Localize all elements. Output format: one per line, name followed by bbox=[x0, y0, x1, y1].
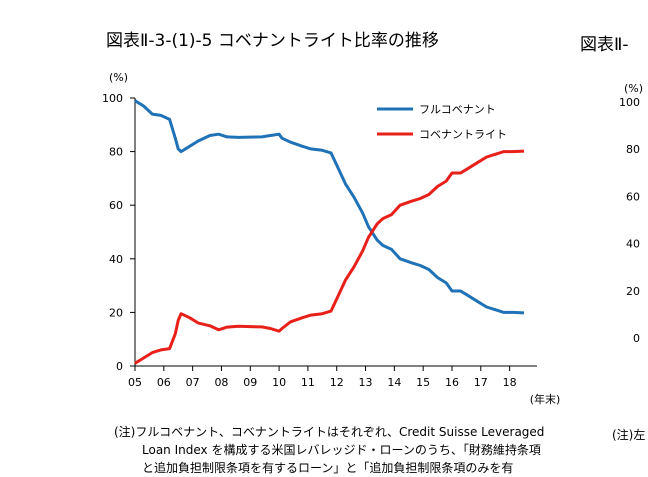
legend-label: フルコベナント bbox=[419, 103, 496, 116]
right-y-tick-label: 20 bbox=[626, 285, 640, 298]
footnote: (注)フルコベナント、コベナントライトはそれぞれ、Credit Suisse L… bbox=[114, 423, 584, 477]
y-tick-label: 60 bbox=[109, 199, 123, 212]
footnote-line-2: Loan Index を構成する米国レバレッジド・ローンのうち、「財務維持条項 bbox=[142, 443, 541, 457]
right-y-tick-label: 0 bbox=[633, 332, 640, 345]
x-tick-label: 11 bbox=[301, 376, 315, 389]
x-tick-label: 15 bbox=[416, 376, 430, 389]
y-axis-unit: (%) bbox=[109, 71, 128, 84]
y-tick-label: 0 bbox=[116, 360, 123, 373]
y-tick-label: 20 bbox=[109, 306, 123, 319]
right-chart-title: 図表Ⅱ- bbox=[580, 35, 629, 55]
footnote-line-1: (注)フルコベナント、コベナントライトはそれぞれ、Credit Suisse L… bbox=[114, 425, 545, 439]
right-chart-axes: 0 20 40 60 80 100(%) bbox=[619, 82, 643, 345]
right-y-tick-label: 100 bbox=[619, 96, 640, 109]
x-tick-label: 07 bbox=[186, 376, 200, 389]
x-tick-label: 08 bbox=[214, 376, 228, 389]
x-tick-label: 17 bbox=[474, 376, 488, 389]
x-tick-label: 10 bbox=[272, 376, 286, 389]
y-tick-label: 40 bbox=[109, 253, 123, 266]
x-tick-label: 06 bbox=[157, 376, 171, 389]
series-line-full-covenant bbox=[134, 99, 525, 315]
x-tick-label: 18 bbox=[503, 376, 517, 389]
legend-label: コベナントライト bbox=[419, 128, 507, 141]
x-tick-label: 16 bbox=[445, 376, 459, 389]
x-tick-label: 12 bbox=[330, 376, 344, 389]
x-tick-label: 14 bbox=[387, 376, 401, 389]
y-tick-label: 100 bbox=[102, 92, 123, 105]
left-chart-series bbox=[134, 99, 525, 365]
left-chart-title: 図表Ⅱ-3-(1)-5 コベナントライト比率の推移 bbox=[106, 31, 439, 51]
right-y-tick-label: 60 bbox=[626, 190, 640, 203]
right-y-tick-label: 40 bbox=[626, 238, 640, 251]
x-tick-label: 09 bbox=[243, 376, 257, 389]
y-tick-label: 80 bbox=[109, 146, 123, 159]
right-y-tick-label: 80 bbox=[626, 143, 640, 156]
right-y-axis-unit: (%) bbox=[624, 82, 643, 95]
x-axis-unit: (年末) bbox=[530, 392, 561, 406]
left-chart-axes: 0 20 40 60 80 100 (%) 05 06 07 08 09 10 11 12 13 14 15 16 1… bbox=[102, 71, 560, 406]
x-tick-label: 05 bbox=[128, 376, 142, 389]
series-line-covenant-lite bbox=[134, 149, 525, 365]
right-footnote: (注)左 bbox=[612, 428, 646, 442]
x-tick-label: 13 bbox=[359, 376, 373, 389]
footnote-line-3: と追加負担制限条項を有するローン」と「追加負担制限条項のみを有 bbox=[142, 461, 514, 475]
